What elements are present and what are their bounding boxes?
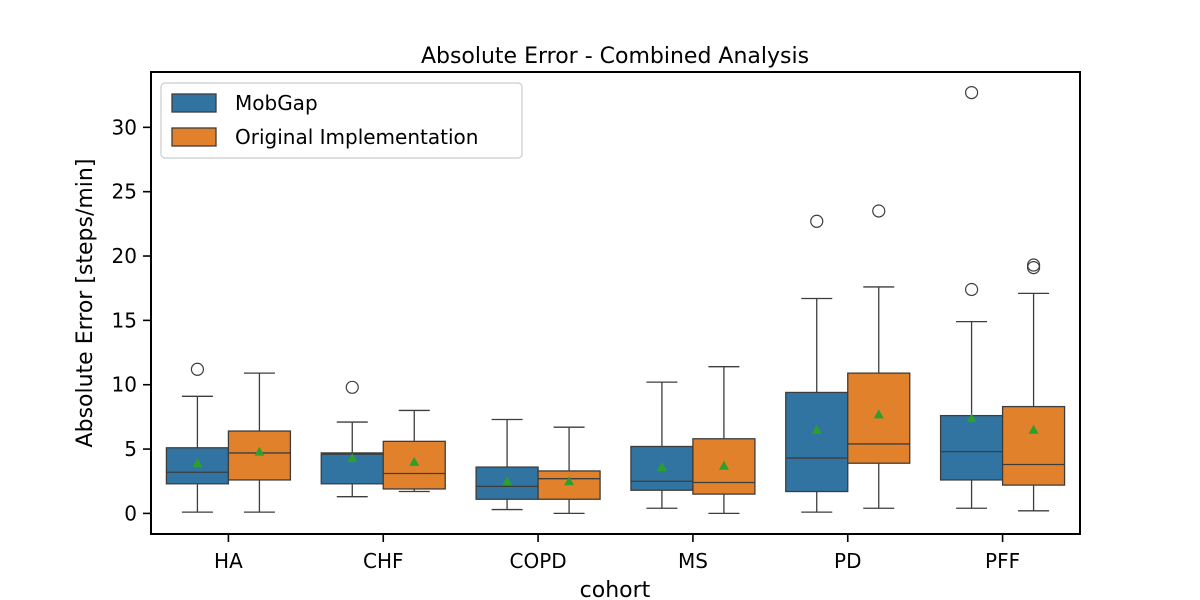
x-tick-label: HA (214, 549, 243, 573)
outlier-point (964, 85, 979, 100)
box-body (1001, 405, 1066, 486)
outlier-point (1026, 258, 1041, 272)
legend: MobGap Original Implementation (160, 82, 523, 159)
y-tick-label: 25 (112, 180, 137, 204)
outlier-point (345, 380, 359, 394)
outlier-point (190, 362, 205, 376)
mean-marker (656, 462, 667, 472)
plot-frame (150, 71, 1081, 535)
y-tick-label: 0 (124, 501, 137, 525)
x-tick-label: CHF (363, 549, 404, 573)
mean-marker (347, 453, 358, 463)
legend-swatch (171, 127, 217, 147)
mean-marker (254, 446, 265, 456)
legend-label: MobGap (235, 91, 318, 115)
y-tick-label: 20 (112, 244, 137, 268)
y-axis-title: Absolute Error [steps/min] (73, 159, 98, 448)
y-tick-label: 30 (112, 115, 137, 139)
mean-marker (811, 424, 822, 434)
box-body (939, 414, 1004, 481)
mean-marker (966, 413, 977, 423)
outlier-point (872, 204, 886, 218)
mean-marker (409, 456, 420, 466)
mean-marker (873, 409, 884, 419)
mean-marker (1028, 424, 1039, 434)
x-tick-label: MS (678, 549, 708, 573)
x-tick-label: COPD (509, 549, 566, 573)
y-tick-label: 15 (112, 308, 137, 332)
plot-area: 0 5 10 15 20 25 30 HA CHF COPD MS PD PFF (112, 71, 1081, 573)
x-tick-label: PD (834, 549, 861, 573)
chart-title: Absolute Error - Combined Analysis (421, 44, 809, 69)
legend-swatch (171, 93, 217, 113)
legend-label: Original Implementation (235, 125, 478, 149)
box-body (785, 391, 849, 493)
x-tick-label: PFF (985, 549, 1020, 573)
mean-marker (564, 476, 575, 486)
outlier-point (810, 214, 824, 228)
outlier-point (1026, 261, 1041, 275)
mean-marker (502, 476, 513, 486)
x-axis-title: cohort (580, 578, 651, 600)
outlier-point (964, 282, 979, 297)
mean-marker (718, 460, 729, 470)
legend-box (160, 82, 523, 159)
mean-marker (192, 458, 203, 468)
y-tick-label: 10 (112, 373, 137, 397)
y-tick-label: 5 (124, 437, 137, 461)
